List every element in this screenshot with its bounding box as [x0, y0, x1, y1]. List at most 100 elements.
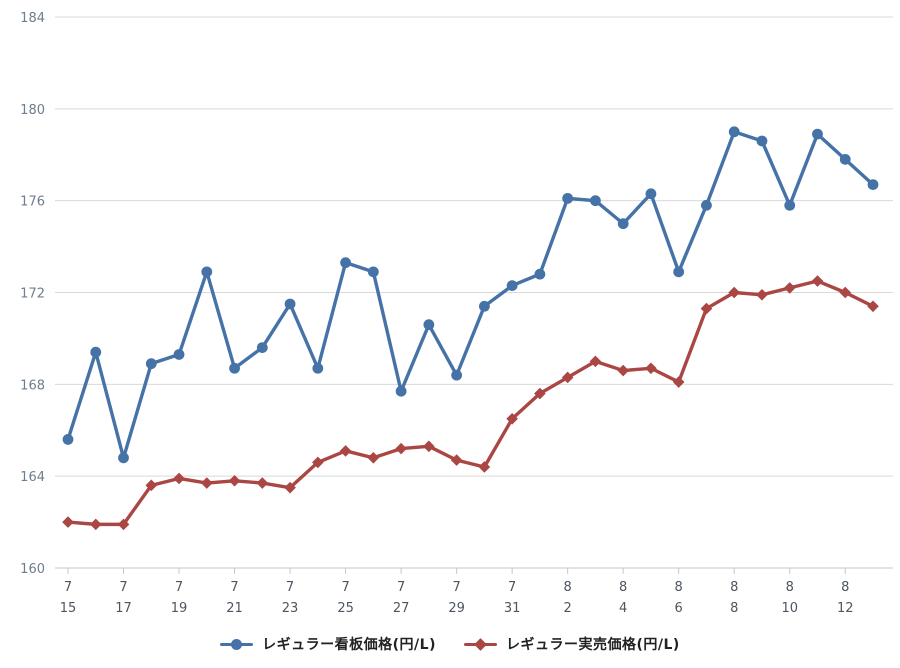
data-point-circle[interactable]: [62, 434, 74, 445]
data-point-circle[interactable]: [395, 385, 407, 397]
data-point-diamond[interactable]: [62, 516, 74, 528]
data-point-diamond[interactable]: [117, 518, 130, 531]
y-axis-label: 160: [20, 562, 45, 577]
data-point-circle[interactable]: [229, 362, 240, 374]
data-point-diamond[interactable]: [811, 275, 824, 287]
data-point-circle[interactable]: [534, 268, 546, 280]
data-point-diamond[interactable]: [450, 454, 463, 466]
data-point-circle[interactable]: [367, 266, 379, 278]
data-point-diamond[interactable]: [145, 479, 158, 492]
data-point-diamond[interactable]: [645, 362, 657, 375]
data-point-circle[interactable]: [728, 126, 740, 138]
data-point-diamond[interactable]: [478, 461, 491, 473]
data-point-circle[interactable]: [701, 199, 712, 211]
x-axis-label-month: 7: [341, 580, 349, 595]
x-axis-label-day: 15: [60, 601, 77, 616]
data-point-diamond[interactable]: [589, 355, 602, 368]
data-point-circle[interactable]: [145, 358, 157, 370]
data-point-circle[interactable]: [562, 192, 574, 204]
data-point-circle[interactable]: [423, 319, 435, 331]
x-axis-label-day: 25: [337, 601, 354, 616]
data-point-diamond[interactable]: [783, 282, 796, 294]
circle-marker-icon: [231, 638, 243, 650]
data-point-circle[interactable]: [173, 349, 185, 360]
data-point-circle[interactable]: [312, 362, 324, 374]
data-point-diamond[interactable]: [506, 412, 518, 425]
data-point-circle[interactable]: [201, 266, 213, 278]
x-axis-label-month: 7: [175, 580, 183, 595]
x-axis-label-day: 27: [393, 601, 410, 616]
data-point-circle[interactable]: [645, 188, 657, 200]
blue-circle-series-icon: [220, 638, 254, 651]
x-axis-label-day: 29: [448, 601, 465, 616]
x-axis-label-day: 23: [282, 601, 299, 616]
data-point-diamond[interactable]: [672, 376, 685, 388]
data-point-circle[interactable]: [284, 298, 296, 310]
y-axis-label: 180: [20, 103, 45, 118]
diamond-marker-icon: [474, 637, 487, 651]
data-point-circle[interactable]: [340, 257, 351, 269]
data-point-circle[interactable]: [478, 300, 490, 312]
chart-legend: レギュラー看板価格(円/L) レギュラー実売価格(円/L): [0, 634, 900, 654]
y-axis-label: 168: [20, 378, 45, 393]
x-axis-label-day: 10: [781, 601, 798, 616]
series-line-1: [66, 279, 875, 527]
data-point-circle[interactable]: [756, 135, 768, 147]
x-axis-label-day: 17: [115, 601, 132, 616]
legend-item-signboard-price[interactable]: レギュラー看板価格(円/L): [220, 634, 436, 654]
data-point-diamond[interactable]: [534, 387, 546, 400]
data-point-circle[interactable]: [617, 218, 629, 230]
data-point-circle[interactable]: [590, 195, 601, 207]
data-point-diamond[interactable]: [367, 452, 380, 464]
data-point-circle[interactable]: [812, 128, 823, 140]
x-axis-label-month: 7: [230, 580, 238, 595]
x-axis-label-day: 21: [226, 601, 243, 616]
data-point-diamond[interactable]: [284, 481, 296, 494]
data-point-circle[interactable]: [90, 346, 102, 358]
data-point-diamond[interactable]: [256, 477, 269, 489]
x-axis-label-month: 8: [841, 580, 849, 595]
x-axis-label-day: 12: [837, 601, 854, 616]
data-point-diamond[interactable]: [395, 442, 407, 455]
data-point-circle[interactable]: [118, 452, 129, 464]
x-axis-label-day: 6: [675, 601, 683, 616]
data-point-diamond[interactable]: [228, 474, 241, 487]
data-point-circle[interactable]: [867, 179, 879, 190]
data-point-circle[interactable]: [784, 199, 796, 211]
y-axis-label: 176: [20, 195, 45, 210]
x-axis-label-month: 8: [675, 580, 683, 595]
x-axis-label-month: 7: [508, 580, 516, 595]
x-axis-label-month: 7: [452, 580, 460, 595]
x-axis-label-month: 8: [730, 580, 738, 595]
data-point-circle[interactable]: [839, 153, 851, 165]
x-axis-label-day: 31: [504, 601, 521, 616]
data-point-diamond[interactable]: [700, 302, 713, 315]
legend-label-actual-price: レギュラー実売価格(円/L): [506, 637, 680, 653]
y-axis-label: 164: [20, 470, 45, 485]
data-point-diamond[interactable]: [867, 300, 879, 313]
data-point-diamond[interactable]: [728, 286, 741, 299]
x-axis-label-month: 8: [786, 580, 794, 595]
x-axis-label-day: 4: [619, 601, 627, 616]
x-axis-label-month: 7: [119, 580, 127, 595]
data-point-diamond[interactable]: [200, 477, 213, 489]
data-point-diamond[interactable]: [173, 472, 185, 485]
data-point-circle[interactable]: [506, 280, 518, 292]
data-point-diamond[interactable]: [339, 445, 352, 457]
data-point-circle[interactable]: [673, 266, 685, 278]
data-point-diamond[interactable]: [839, 286, 852, 299]
x-axis-label-month: 7: [286, 580, 294, 595]
data-point-diamond[interactable]: [423, 440, 435, 453]
legend-item-actual-price[interactable]: レギュラー実売価格(円/L): [464, 634, 680, 654]
data-point-diamond[interactable]: [89, 518, 102, 531]
x-axis-label-day: 19: [171, 601, 188, 616]
data-point-diamond[interactable]: [617, 364, 629, 377]
data-point-diamond[interactable]: [312, 456, 324, 469]
data-point-circle[interactable]: [256, 342, 268, 353]
data-point-diamond[interactable]: [561, 371, 574, 384]
x-axis-label-day: 2: [564, 601, 572, 616]
data-point-diamond[interactable]: [756, 288, 768, 301]
data-point-circle[interactable]: [451, 369, 463, 381]
red-diamond-series-icon: [464, 637, 497, 651]
